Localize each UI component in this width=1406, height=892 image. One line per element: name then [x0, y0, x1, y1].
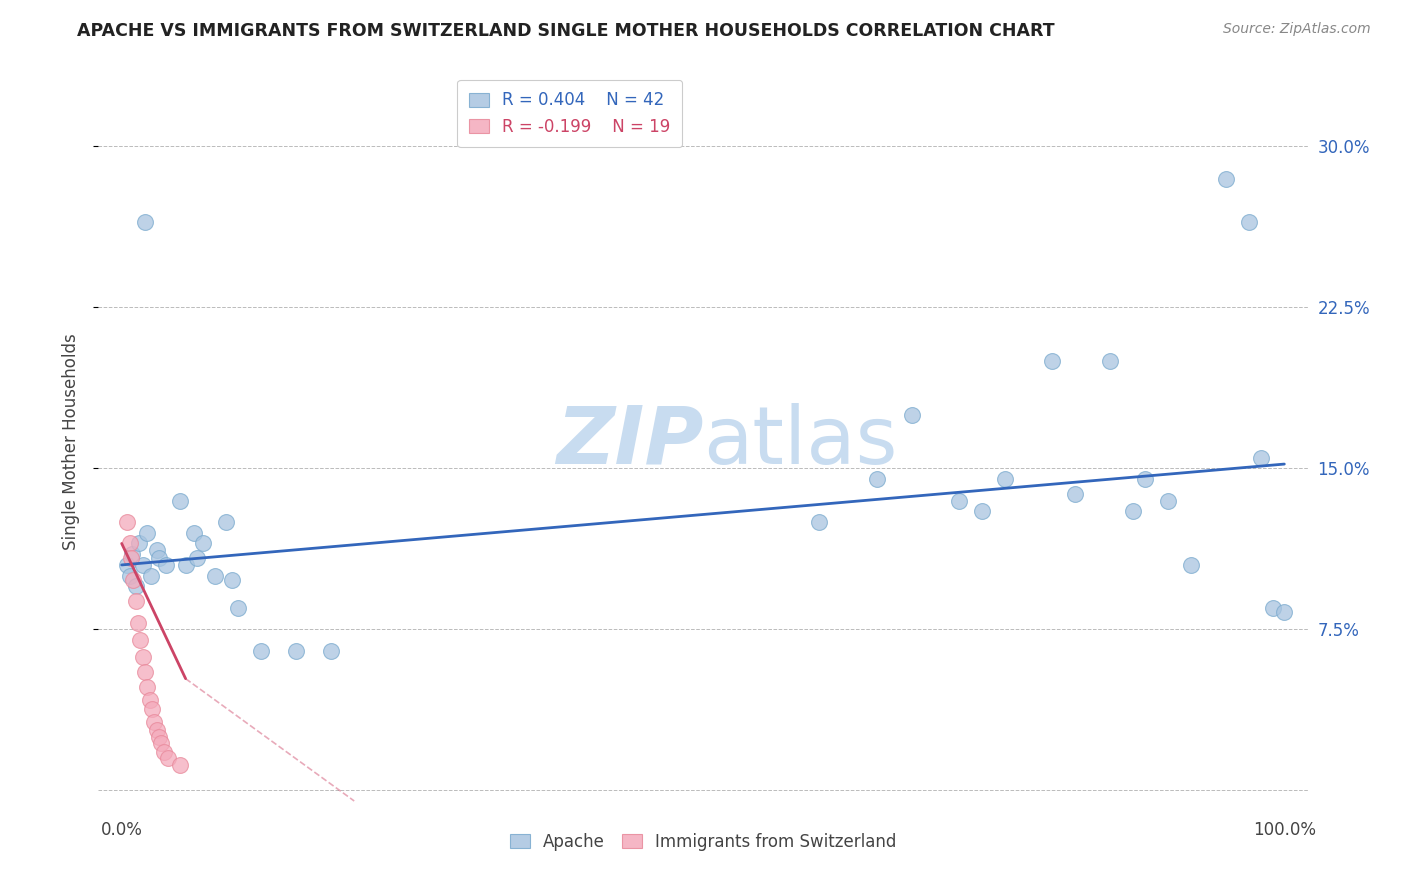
Point	[141, 702, 163, 716]
Y-axis label: Single Mother Households: Single Mother Households	[62, 334, 80, 549]
Point	[1215, 171, 1237, 186]
Point	[1250, 450, 1272, 465]
Point	[157, 751, 180, 765]
Point	[901, 408, 924, 422]
Point	[169, 493, 191, 508]
Point	[117, 558, 139, 572]
Point	[145, 723, 167, 738]
Point	[994, 472, 1017, 486]
Point	[139, 568, 162, 582]
Point	[136, 525, 159, 540]
Legend: R = 0.404    N = 42, R = -0.199    N = 19: R = 0.404 N = 42, R = -0.199 N = 19	[457, 79, 682, 147]
Point	[136, 680, 159, 694]
Point	[121, 547, 143, 561]
Text: atlas: atlas	[703, 402, 897, 481]
Point	[143, 714, 166, 729]
Point	[124, 579, 146, 593]
Point	[1239, 214, 1261, 228]
Point	[183, 525, 205, 540]
Point	[948, 493, 970, 508]
Point	[152, 745, 174, 759]
Text: ZIP: ZIP	[555, 402, 703, 481]
Point	[145, 542, 167, 557]
Point	[808, 515, 831, 529]
Point	[134, 214, 156, 228]
Point	[124, 594, 146, 608]
Point	[118, 568, 141, 582]
Point	[1064, 487, 1087, 501]
Point	[117, 515, 139, 529]
Text: Source: ZipAtlas.com: Source: ZipAtlas.com	[1223, 22, 1371, 37]
Point	[120, 551, 142, 566]
Point	[131, 558, 153, 572]
Point	[169, 757, 191, 772]
Point	[129, 633, 152, 648]
Point	[150, 736, 173, 750]
Point	[148, 551, 170, 566]
Point	[866, 472, 889, 486]
Point	[148, 730, 170, 744]
Point	[1133, 472, 1156, 486]
Text: APACHE VS IMMIGRANTS FROM SWITZERLAND SINGLE MOTHER HOUSEHOLDS CORRELATION CHART: APACHE VS IMMIGRANTS FROM SWITZERLAND SI…	[77, 22, 1054, 40]
Point	[155, 558, 177, 572]
Point	[1157, 493, 1180, 508]
Point	[204, 568, 226, 582]
Point	[134, 665, 156, 680]
Point	[174, 558, 197, 572]
Point	[285, 644, 308, 658]
Point	[215, 515, 238, 529]
Point	[131, 650, 153, 665]
Point	[138, 693, 160, 707]
Point	[1098, 354, 1121, 368]
Point	[319, 644, 342, 658]
Point	[186, 551, 208, 566]
Point	[1272, 605, 1295, 619]
Point	[1122, 504, 1144, 518]
Point	[1040, 354, 1063, 368]
Point	[127, 615, 149, 630]
Point	[221, 573, 243, 587]
Point	[970, 504, 993, 518]
Point	[122, 573, 145, 587]
Point	[1180, 558, 1202, 572]
Point	[118, 536, 141, 550]
Point	[226, 600, 249, 615]
Point	[250, 644, 273, 658]
Point	[191, 536, 214, 550]
Point	[128, 536, 150, 550]
Point	[1261, 600, 1284, 615]
